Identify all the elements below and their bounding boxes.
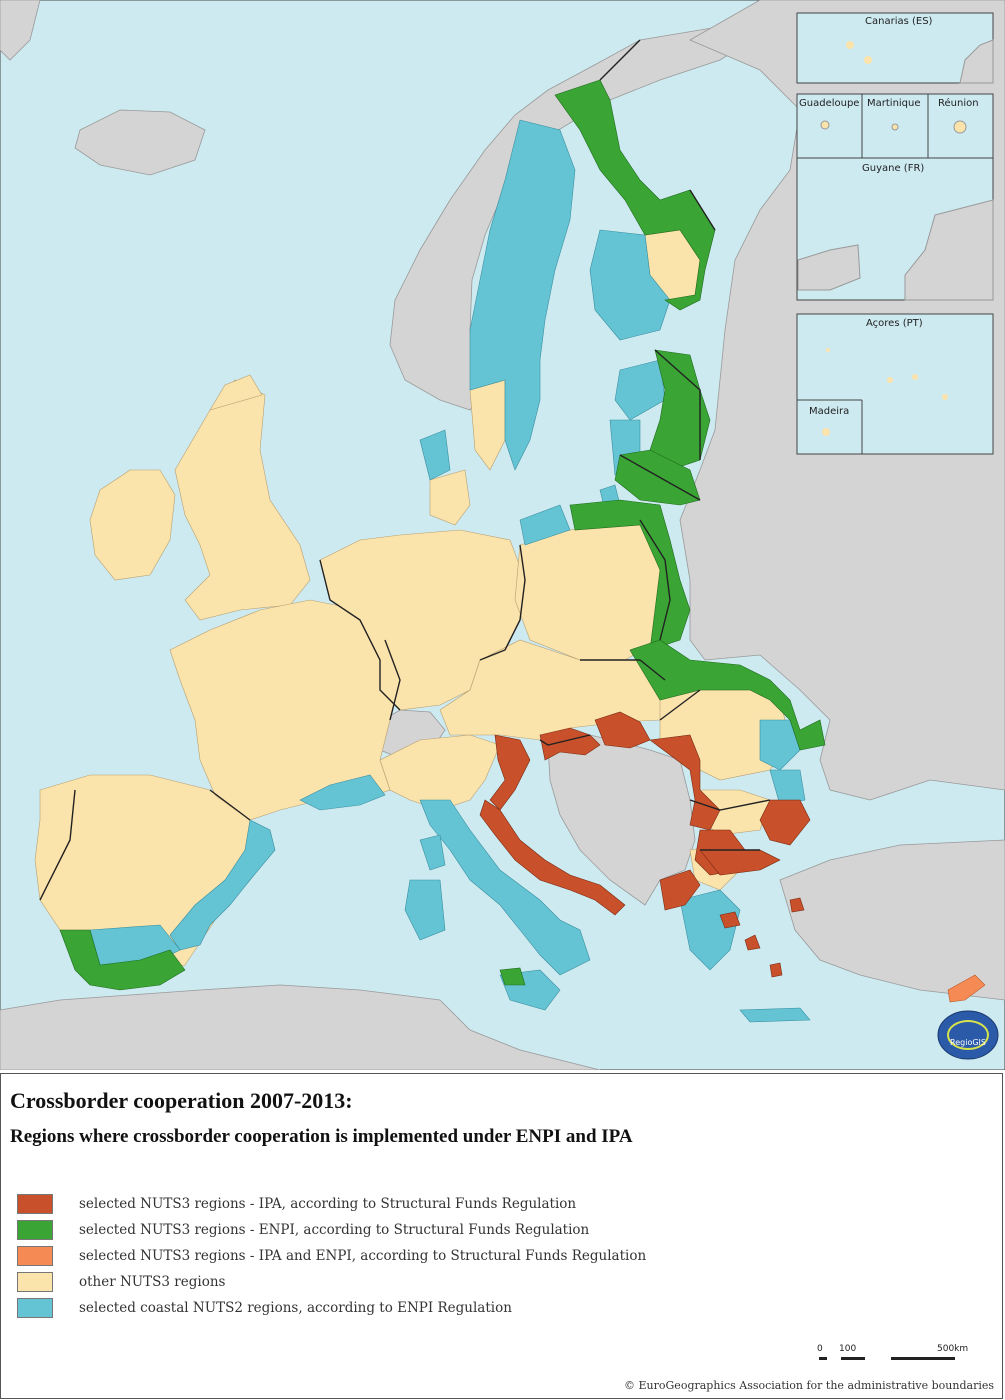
legend-label: selected NUTS3 regions - IPA and ENPI, a… xyxy=(79,1248,647,1264)
scale-zero: 0 xyxy=(817,1344,823,1354)
logo-text: RegioGIS xyxy=(950,1038,986,1047)
map-area: Canarias (ES) Guadeloupe Martinique Réun… xyxy=(0,0,1005,1070)
inset-label-madeira: Madeira xyxy=(809,406,849,417)
legend-label: other NUTS3 regions xyxy=(79,1274,226,1290)
legend-label: selected coastal NUTS2 regions, accordin… xyxy=(79,1300,512,1316)
legend-item-other: other NUTS3 regions xyxy=(17,1271,225,1293)
legend-panel: Crossborder cooperation 2007-2013: Regio… xyxy=(0,1073,1003,1399)
legend-label: selected NUTS3 regions - ENPI, according… xyxy=(79,1222,590,1238)
legend-swatch xyxy=(17,1298,53,1318)
legend-item-ipa: selected NUTS3 regions - IPA, according … xyxy=(17,1193,576,1215)
inset-label-acores: Açores (PT) xyxy=(866,318,923,329)
country-borders xyxy=(39,39,771,901)
legend-item-coastal: selected coastal NUTS2 regions, accordin… xyxy=(17,1297,512,1319)
inset-label-reunion: Réunion xyxy=(938,97,979,109)
legend-item-enpi: selected NUTS3 regions - ENPI, according… xyxy=(17,1219,589,1241)
scale-segment xyxy=(865,1357,891,1360)
scale-mid: 100 xyxy=(839,1344,857,1354)
scale-bar: 0 100 500km xyxy=(817,1344,969,1368)
inset-label-guadeloupe: Guadeloupe xyxy=(799,98,859,109)
europe-map: Canarias (ES) Guadeloupe Martinique Réun… xyxy=(0,0,1005,1070)
legend-swatch xyxy=(17,1220,53,1240)
inset-label-guyane: Guyane (FR) xyxy=(862,163,924,174)
legend-swatch xyxy=(17,1246,53,1266)
scale-end: 500km xyxy=(937,1344,969,1354)
inset-label-martinique: Martinique xyxy=(867,98,921,109)
coastal-nuts2-regions xyxy=(89,119,811,1023)
scale-segment xyxy=(827,1357,841,1360)
legend-swatch xyxy=(17,1194,53,1214)
legend-subtitle: Regions where crossborder cooperation is… xyxy=(10,1126,633,1147)
inset-labels: Canarias (ES) Guadeloupe Martinique Réun… xyxy=(799,16,979,417)
copyright-note: © EuroGeographics Association for the ad… xyxy=(624,1379,994,1392)
regiogis-logo: RegioGIS xyxy=(937,1010,999,1060)
inset-label-canarias: Canarias (ES) xyxy=(865,16,933,27)
legend-item-ipa-enpi: selected NUTS3 regions - IPA and ENPI, a… xyxy=(17,1245,646,1267)
legend-label: selected NUTS3 regions - IPA, according … xyxy=(79,1196,577,1212)
legend-title: Crossborder cooperation 2007-2013: xyxy=(10,1088,353,1113)
legend-swatch xyxy=(17,1272,53,1292)
inset-panels xyxy=(796,12,994,455)
cyprus-ipa-enpi xyxy=(947,974,986,1003)
